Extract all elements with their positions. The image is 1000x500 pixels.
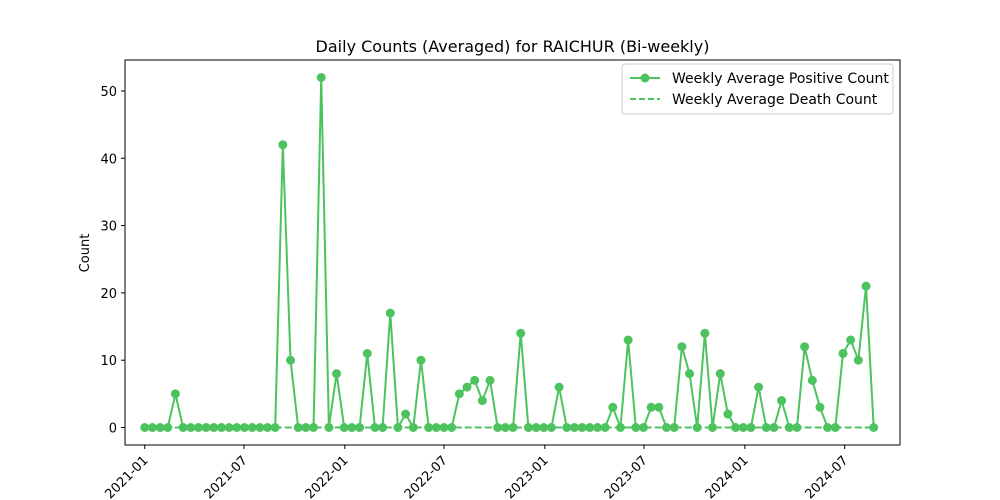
x-tick-label: 2024-07 — [802, 453, 851, 500]
data-point — [209, 423, 219, 432]
axes: 0 10 20 30 40 50 2021-01 2021-07 2022-01 2022-07 2… — [100, 59, 901, 500]
data-point — [516, 328, 526, 338]
x-tick-label: 2021-07 — [202, 453, 251, 500]
data-point — [508, 423, 518, 432]
legend: Weekly Average Positive Count Weekly Ave… — [621, 63, 894, 115]
data-point — [577, 423, 587, 432]
x-tick-label: 2023-07 — [602, 453, 651, 500]
data-point — [623, 335, 633, 345]
plot-area — [140, 73, 879, 432]
x-tick-label: 2022-07 — [402, 453, 451, 500]
y-tick-label: 0 — [109, 422, 117, 437]
data-point — [738, 423, 748, 432]
data-point — [677, 342, 687, 352]
legend-positive-swatch-marker — [640, 73, 650, 83]
data-point — [685, 369, 695, 379]
data-point — [638, 423, 648, 432]
y-tick-label: 10 — [100, 354, 117, 369]
data-point — [485, 375, 495, 385]
x-tick-label: 2022-01 — [303, 453, 352, 500]
data-point — [339, 423, 349, 432]
data-point — [470, 375, 480, 385]
data-point — [669, 423, 679, 432]
data-point — [608, 402, 618, 412]
data-point — [439, 423, 449, 432]
data-point — [700, 328, 710, 338]
data-point — [815, 402, 825, 412]
data-point — [462, 382, 472, 392]
axes-frame — [124, 59, 901, 446]
data-point — [347, 423, 357, 432]
data-point — [401, 409, 411, 419]
data-point — [800, 342, 810, 352]
data-point — [147, 423, 157, 432]
x-tick-label: 2021-01 — [103, 453, 152, 500]
legend-death-label: Weekly Average Death Count — [672, 92, 878, 108]
data-point — [715, 369, 725, 379]
data-point — [846, 335, 856, 345]
data-point — [777, 396, 787, 406]
data-point — [178, 423, 188, 432]
data-point — [723, 409, 733, 419]
data-point — [286, 355, 296, 365]
data-point — [416, 355, 426, 365]
data-point — [378, 423, 388, 432]
data-point — [385, 308, 395, 318]
data-point — [838, 348, 848, 358]
data-point — [807, 375, 817, 385]
data-point — [362, 348, 372, 358]
data-point — [646, 402, 656, 412]
data-point — [408, 423, 418, 432]
series-line-0 — [144, 76, 875, 429]
legend-box — [621, 63, 894, 115]
data-point — [278, 140, 288, 150]
data-point — [539, 423, 549, 432]
data-point — [654, 402, 664, 412]
data-point — [853, 355, 863, 365]
data-point — [708, 423, 718, 432]
data-point — [170, 389, 180, 399]
y-axis-label: Count — [78, 234, 93, 273]
legend-positive-label: Weekly Average Positive Count — [672, 71, 889, 87]
y-tick-label: 50 — [100, 85, 117, 100]
data-point — [239, 423, 249, 432]
data-point — [861, 281, 871, 291]
data-point — [316, 73, 326, 82]
data-point — [309, 423, 319, 432]
data-point — [754, 382, 764, 392]
x-tick-label: 2024-01 — [703, 453, 752, 500]
chart-title: Daily Counts (Averaged) for RAICHUR (Bi-… — [316, 37, 710, 56]
data-point — [247, 423, 257, 432]
data-point — [569, 423, 579, 432]
data-point — [477, 396, 487, 406]
y-tick-label: 20 — [100, 287, 117, 302]
y-tick-label: 30 — [100, 220, 117, 235]
data-point — [769, 423, 779, 432]
data-point — [454, 389, 464, 399]
data-point — [554, 382, 564, 392]
data-point — [332, 369, 342, 379]
x-tick-label: 2023-01 — [503, 453, 552, 500]
data-point — [869, 423, 879, 432]
y-tick-label: 40 — [100, 152, 117, 167]
